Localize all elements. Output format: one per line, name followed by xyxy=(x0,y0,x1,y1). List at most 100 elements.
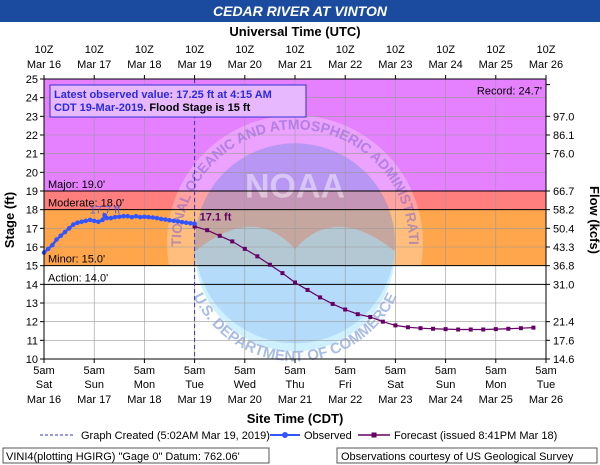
top-tick-date: Mar 24 xyxy=(428,59,462,71)
bottom-tick-day: Wed xyxy=(234,379,256,391)
bottom-tick-day: Sat xyxy=(387,379,404,391)
y-tick-label: 17 xyxy=(26,223,38,235)
bottom-tick-date: Mar 16 xyxy=(27,394,61,406)
bottom-tick-date: Mar 23 xyxy=(378,394,412,406)
observed-point xyxy=(96,219,101,225)
info-box-frame xyxy=(49,84,307,118)
bottom-tick-time: 5am xyxy=(334,365,355,377)
forecast-point xyxy=(293,280,297,285)
flow-tick-label: 86.1 xyxy=(553,130,574,142)
bottom-tick-date: Mar 22 xyxy=(328,394,362,406)
top-tick-date: Mar 22 xyxy=(328,59,362,71)
observed-point xyxy=(167,218,172,223)
top-tick-label: 10Z xyxy=(135,44,154,56)
forecast-point xyxy=(405,325,410,330)
forecast-point xyxy=(343,307,348,312)
threshold-label-action: Action: 14.0' xyxy=(48,272,108,284)
footer-credit: Observations courtesy of US Geological S… xyxy=(341,451,574,463)
threshold-label-major: Major: 19.0' xyxy=(48,179,105,191)
y-tick-label: 16 xyxy=(26,242,38,254)
top-tick-date: Mar 25 xyxy=(479,59,513,71)
forecast-point xyxy=(393,323,398,328)
observed-point xyxy=(142,214,147,220)
top-tick-date: Mar 23 xyxy=(378,59,412,71)
legend: Graph Created (5:02AM Mar 19, 2019) Obse… xyxy=(40,430,557,442)
observed-point xyxy=(133,213,139,219)
top-tick-label: 10Z xyxy=(386,44,405,56)
bottom-tick-day: Fri xyxy=(339,379,352,391)
observed-point xyxy=(150,215,156,220)
footer-left-box xyxy=(2,447,270,464)
top-tick-date: Mar 20 xyxy=(228,59,262,71)
bottom-tick-day: Tue xyxy=(185,379,204,391)
forecast-point xyxy=(493,327,498,332)
bottom-tick-time: 5am xyxy=(184,365,205,377)
observed-point xyxy=(87,217,93,223)
observed-point xyxy=(188,220,193,226)
forecast-point xyxy=(506,326,511,331)
top-tick-label: 10Z xyxy=(486,44,505,56)
bottom-tick-date: Mar 25 xyxy=(479,394,513,406)
flow-tick-label: 76.0 xyxy=(553,149,574,161)
legend-forecast-marker xyxy=(371,432,377,438)
flow-tick-label: 58.2 xyxy=(553,205,574,217)
forecast-point xyxy=(468,327,473,332)
forecast-point xyxy=(280,271,285,276)
y-axis-title: Stage (ft) xyxy=(2,192,17,248)
info-line-2: CDT 19-Mar-2019. Flood Stage is 15 ft xyxy=(54,102,251,114)
forecast-point xyxy=(242,246,247,251)
bottom-tick-day: Thu xyxy=(286,379,305,391)
forecast-line xyxy=(194,225,534,331)
info-line-2-flood: . Flood Stage is 15 ft xyxy=(143,102,250,114)
forecast-point xyxy=(456,327,461,332)
top-tick-date: Mar 18 xyxy=(127,59,161,71)
observed-point xyxy=(121,213,126,219)
observed-point xyxy=(137,214,143,220)
observed-point xyxy=(54,237,59,242)
observed-point xyxy=(117,214,122,220)
observed-point xyxy=(45,246,51,252)
y-tick-label: 13 xyxy=(26,298,38,310)
forecast-point xyxy=(443,327,448,332)
top-tick-label: 10Z xyxy=(235,44,254,56)
forecast-point xyxy=(217,233,222,238)
y-tick-label: 23 xyxy=(26,111,38,123)
forecast-point xyxy=(380,319,385,324)
observed-point xyxy=(183,220,189,226)
bottom-tick-time: 5am xyxy=(284,365,305,377)
legend-observed-marker xyxy=(282,432,288,438)
bottom-tick-date: Mar 24 xyxy=(428,394,462,406)
bottom-tick-day: Sat xyxy=(36,379,53,391)
bottom-tick-date: Mar 21 xyxy=(278,394,312,406)
axes-group: 10 11 12 13 14 15 16 17 18 19 20 21 22 23 24 25 97.0 86.1… xyxy=(26,44,575,406)
forecast-point xyxy=(255,254,260,259)
bottom-tick-day: Sun xyxy=(84,379,104,391)
top-tick-label: 10Z xyxy=(85,44,104,56)
observed-point xyxy=(100,217,105,223)
flow-tick-label: 66.7 xyxy=(553,186,574,198)
observed-point xyxy=(125,213,130,219)
forecast-point xyxy=(267,262,272,267)
bottom-tick-day: Sun xyxy=(436,379,456,391)
y-tick-label: 14 xyxy=(26,279,38,291)
y-tick-label: 11 xyxy=(27,335,38,347)
threshold-label-moderate: Moderate: 18.0' xyxy=(48,198,124,210)
observed-point xyxy=(129,214,135,220)
forecast-point xyxy=(431,326,436,331)
bottom-tick-time: 5am xyxy=(234,365,255,377)
observed-point xyxy=(58,233,64,239)
threshold-label-minor: Minor: 15.0' xyxy=(48,254,105,266)
y-tick-label: 18 xyxy=(26,205,38,217)
bottom-tick-date: Mar 26 xyxy=(529,394,563,406)
legend-forecast: Forecast (issued 8:41PM Mar 18) xyxy=(394,430,557,442)
legend-graph-created: Graph Created (5:02AM Mar 19, 2019) xyxy=(81,430,270,442)
bottom-tick-date: Mar 20 xyxy=(228,394,262,406)
observed-point xyxy=(75,220,80,226)
y2-axis-title: Flow (kcfs) xyxy=(587,186,600,254)
flow-tick-label: 17.6 xyxy=(553,335,574,347)
observed-point xyxy=(104,215,110,221)
bottom-tick-day: Tue xyxy=(537,379,556,391)
observed-point xyxy=(175,219,181,224)
